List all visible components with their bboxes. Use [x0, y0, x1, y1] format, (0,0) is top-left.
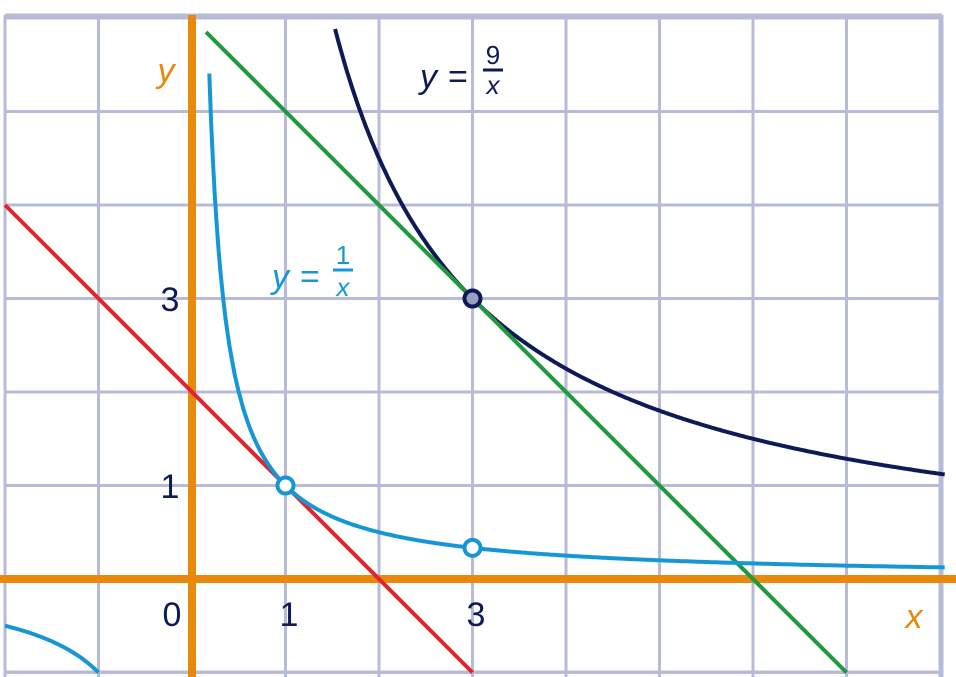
- equation-equals: =: [300, 258, 320, 296]
- curve-y-1-over-x-negative-branch: [4, 623, 100, 674]
- x-axis-label: x: [904, 598, 924, 636]
- y-axis-label: y: [156, 52, 177, 90]
- curve-y-9-over-x: [333, 28, 945, 477]
- tangent-point-3-3: [462, 288, 483, 309]
- equation-numerator: 1: [336, 240, 350, 270]
- tangent-point-1-1: [275, 475, 296, 496]
- tangent-line-red: [3, 203, 474, 674]
- x-tick-label-1: 1: [280, 596, 299, 634]
- equation-denominator: x: [335, 272, 351, 302]
- origin-label: 0: [163, 596, 182, 634]
- equation-numerator: 9: [486, 40, 500, 70]
- equation-label-9-over-x: y = 9 x: [418, 40, 503, 100]
- equation-denominator: x: [485, 70, 501, 100]
- y-tick-label-1: 1: [161, 468, 180, 506]
- point-3-one-third: [462, 537, 483, 558]
- tangent-line-green: [204, 30, 848, 674]
- equation-lhs: y: [418, 58, 439, 96]
- x-tick-label-3: 3: [467, 596, 486, 634]
- equation-equals: =: [448, 58, 468, 96]
- curve-y-1-over-x: [207, 73, 945, 570]
- equation-label-1-over-x: y = 1 x: [270, 240, 353, 302]
- equation-lhs: y: [270, 258, 291, 296]
- y-tick-label-3: 3: [161, 281, 180, 319]
